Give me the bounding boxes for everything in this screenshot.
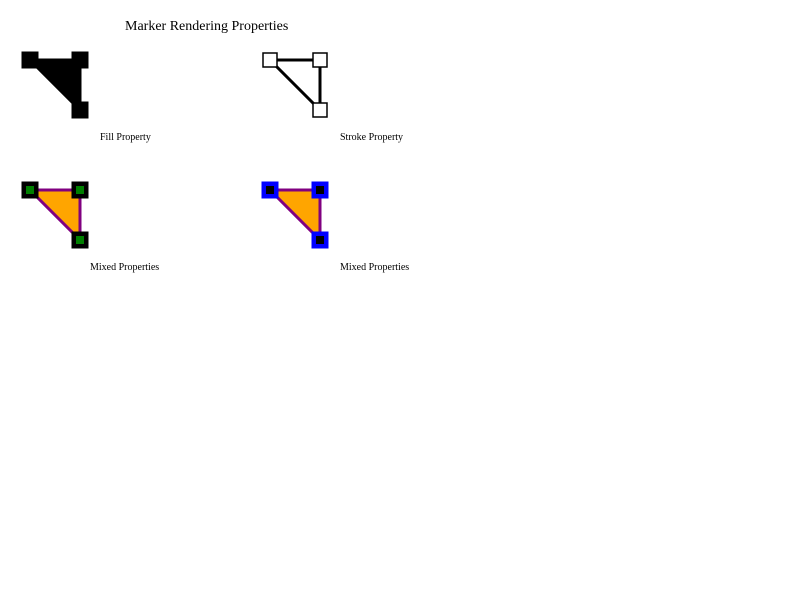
panel-caption: Stroke Property bbox=[340, 132, 403, 143]
triangle-shape bbox=[266, 188, 322, 244]
triangle-shape bbox=[26, 188, 82, 244]
corner-marker bbox=[312, 102, 328, 118]
corner-marker bbox=[262, 52, 278, 68]
triangle-shape bbox=[26, 58, 82, 114]
corner-marker-inner bbox=[316, 186, 324, 194]
triangle-shape bbox=[266, 58, 322, 114]
corner-marker-inner bbox=[76, 236, 84, 244]
panel-caption: Mixed Properties bbox=[340, 262, 409, 273]
panel-stroke-property: Stroke Property bbox=[262, 52, 403, 143]
panel-caption: Mixed Properties bbox=[90, 262, 159, 273]
corner-marker bbox=[21, 51, 39, 69]
corner-marker-inner bbox=[26, 186, 34, 194]
corner-marker bbox=[71, 101, 89, 119]
corner-marker-inner bbox=[76, 186, 84, 194]
panel-mixed-properties-blue: Mixed Properties bbox=[261, 181, 409, 273]
corner-marker-inner bbox=[316, 236, 324, 244]
page-title: Marker Rendering Properties bbox=[125, 19, 288, 34]
panel-fill-property: Fill Property bbox=[21, 51, 151, 143]
corner-marker bbox=[71, 51, 89, 69]
panel-mixed-properties-green: Mixed Properties bbox=[21, 181, 159, 273]
panel-caption: Fill Property bbox=[100, 132, 151, 143]
corner-marker bbox=[312, 52, 328, 68]
corner-marker-inner bbox=[266, 186, 274, 194]
